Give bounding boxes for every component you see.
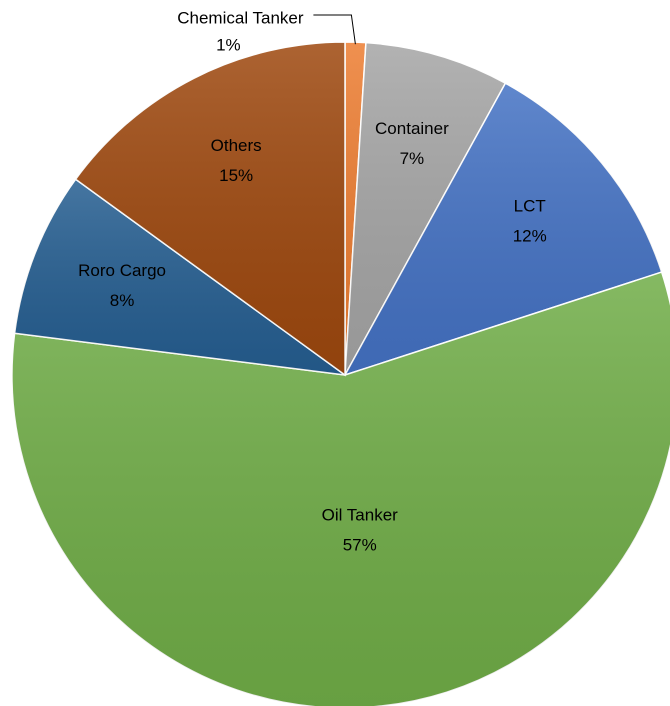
category-label: Chemical Tanker	[177, 8, 304, 27]
category-label: LCT	[514, 197, 546, 216]
value-label: 15%	[219, 166, 253, 185]
slice-shade	[345, 42, 506, 375]
value-label: 7%	[400, 149, 425, 168]
category-label: Container	[375, 119, 449, 138]
slice-shade	[14, 179, 346, 375]
category-label: Oil Tanker	[322, 505, 399, 524]
value-label: 8%	[110, 291, 135, 310]
slice-shade	[75, 41, 345, 375]
category-label: Roro Cargo	[78, 261, 166, 280]
leader-line	[313, 14, 356, 45]
value-label: 1%	[216, 35, 241, 54]
value-label: 12%	[513, 227, 547, 246]
value-label: 57%	[343, 535, 377, 554]
slice-shade	[345, 83, 662, 375]
slice-shade	[12, 272, 670, 706]
category-label: Others	[211, 136, 262, 155]
